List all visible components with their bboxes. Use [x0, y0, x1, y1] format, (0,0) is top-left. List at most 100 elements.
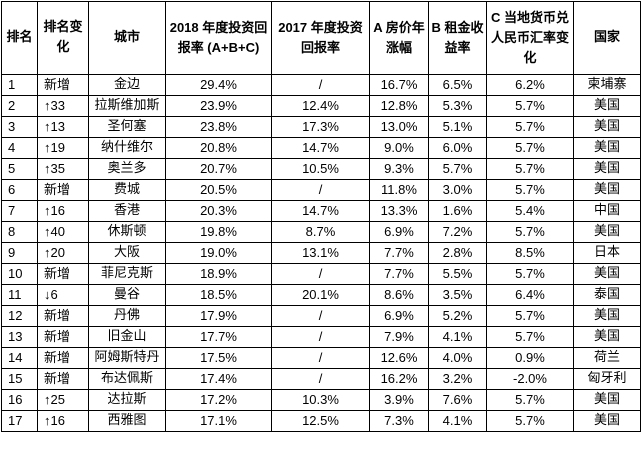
cell-rank: 17 [1, 410, 38, 432]
cell-house-price: 3.9% [369, 389, 429, 411]
cell-rank-change: 新增 [37, 305, 89, 327]
cell-city: 阿姆斯特丹 [88, 347, 166, 369]
cell-rank-change: ↑19 [37, 137, 89, 159]
cell-rent-yield: 6.0% [428, 137, 487, 159]
cell-rank: 9 [1, 242, 38, 264]
cell-rent-yield: 4.1% [428, 326, 487, 348]
table-row: 13 新增 旧金山 17.7%/7.9% 4.1% 5.7% 美国 [1, 326, 641, 348]
cell-roi-2017: 12.4% [271, 95, 370, 117]
cell-roi-2017: / [271, 368, 370, 390]
cell-roi-2018: 20.5% [165, 179, 272, 201]
cell-fx-change: 8.5% [486, 242, 574, 264]
cell-rent-yield: 5.5% [428, 263, 487, 285]
cell-roi-2018: 20.3% [165, 200, 272, 222]
cell-rent-yield: 6.5% [428, 74, 487, 96]
cell-house-price: 16.7% [369, 74, 429, 96]
cell-roi-2017: 12.5% [271, 410, 370, 432]
header-rank: 排名 [1, 1, 38, 75]
cell-rent-yield: 3.5% [428, 284, 487, 306]
header-country: 国家 [573, 1, 641, 75]
cell-city: 西雅图 [88, 410, 166, 432]
cell-city: 休斯顿 [88, 221, 166, 243]
cell-roi-2017: 10.3% [271, 389, 370, 411]
cell-house-price: 8.6% [369, 284, 429, 306]
cell-roi-2018: 17.1% [165, 410, 272, 432]
cell-roi-2018: 19.8% [165, 221, 272, 243]
cell-country: 美国 [573, 158, 641, 180]
table-row: 10 新增 菲尼克斯 18.9%/7.7% 5.5% 5.7% 美国 [1, 263, 641, 285]
table-row: 7 ↑16 香港 20.3% 14.7% 13.3% 1.6% 5.4% 中国 [1, 200, 641, 222]
cell-house-price: 7.7% [369, 242, 429, 264]
cell-rank: 11 [1, 284, 38, 306]
cell-rank: 13 [1, 326, 38, 348]
cell-city: 香港 [88, 200, 166, 222]
cell-rank: 8 [1, 221, 38, 243]
cell-rank-change: ↑16 [37, 200, 89, 222]
table-row: 9 ↑20 大阪 19.0% 13.1% 7.7% 2.8% 8.5% 日本 [1, 242, 641, 264]
cell-fx-change: 5.7% [486, 116, 574, 138]
cell-house-price: 7.7% [369, 263, 429, 285]
cell-country: 美国 [573, 410, 641, 432]
cell-house-price: 9.0% [369, 137, 429, 159]
header-row: 排名 排名变化 城市 2018 年度投资回报率 (A+B+C) 2017 年度投… [1, 1, 641, 75]
cell-rank: 15 [1, 368, 38, 390]
header-roi-2018: 2018 年度投资回报率 (A+B+C) [165, 1, 272, 75]
cell-house-price: 6.9% [369, 221, 429, 243]
cell-house-price: 7.3% [369, 410, 429, 432]
cell-rent-yield: 4.1% [428, 410, 487, 432]
cell-rank: 5 [1, 158, 38, 180]
cell-city: 菲尼克斯 [88, 263, 166, 285]
cell-rent-yield: 3.2% [428, 368, 487, 390]
cell-rank-change: 新增 [37, 74, 89, 96]
table-row: 6 新增 费城 20.5%/11.8% 3.0% 5.7% 美国 [1, 179, 641, 201]
cell-city: 金边 [88, 74, 166, 96]
table-row: 3 ↑13 圣何塞 23.8% 17.3% 13.0% 5.1% 5.7% 美国 [1, 116, 641, 138]
cell-fx-change: 5.7% [486, 326, 574, 348]
cell-rank-change: ↑40 [37, 221, 89, 243]
cell-rent-yield: 5.3% [428, 95, 487, 117]
cell-roi-2017: 8.7% [271, 221, 370, 243]
table-row: 2 ↑33 拉斯维加斯 23.9% 12.4% 12.8% 5.3% 5.7% 美国 [1, 95, 641, 117]
cell-roi-2018: 18.5% [165, 284, 272, 306]
cell-roi-2018: 23.9% [165, 95, 272, 117]
cell-country: 美国 [573, 221, 641, 243]
cell-city: 丹佛 [88, 305, 166, 327]
table-row: 17 ↑16 西雅图 17.1% 12.5% 7.3% 4.1% 5.7% 美国 [1, 410, 641, 432]
cell-city: 奥兰多 [88, 158, 166, 180]
cell-rent-yield: 3.0% [428, 179, 487, 201]
cell-rent-yield: 4.0% [428, 347, 487, 369]
cell-city: 旧金山 [88, 326, 166, 348]
cell-country: 美国 [573, 263, 641, 285]
cell-country: 美国 [573, 179, 641, 201]
cell-roi-2017: 17.3% [271, 116, 370, 138]
cell-roi-2018: 18.9% [165, 263, 272, 285]
header-fx-change: C 当地货币兑人民币汇率变化 [486, 1, 574, 75]
cell-fx-change: 5.7% [486, 221, 574, 243]
cell-house-price: 6.9% [369, 305, 429, 327]
cell-city: 纳什维尔 [88, 137, 166, 159]
cell-roi-2018: 17.4% [165, 368, 272, 390]
header-rank-change: 排名变化 [37, 1, 89, 75]
cell-fx-change: 5.7% [486, 158, 574, 180]
cell-rank-change: ↑35 [37, 158, 89, 180]
cell-rank-change: ↑33 [37, 95, 89, 117]
cell-roi-2018: 29.4% [165, 74, 272, 96]
cell-rank: 4 [1, 137, 38, 159]
cell-country: 美国 [573, 116, 641, 138]
cell-fx-change: 5.4% [486, 200, 574, 222]
cell-country: 美国 [573, 326, 641, 348]
table-row: 16 ↑25 达拉斯 17.2% 10.3% 3.9% 7.6% 5.7% 美国 [1, 389, 641, 411]
cell-city: 圣何塞 [88, 116, 166, 138]
cell-rent-yield: 5.2% [428, 305, 487, 327]
cell-fx-change: 5.7% [486, 137, 574, 159]
cell-country: 美国 [573, 95, 641, 117]
table-row: 1 新增 金边 29.4%/16.7% 6.5% 6.2% 柬埔寨 [1, 74, 641, 96]
cell-house-price: 12.6% [369, 347, 429, 369]
cell-country: 中国 [573, 200, 641, 222]
cell-fx-change: 5.7% [486, 263, 574, 285]
cell-country: 匈牙利 [573, 368, 641, 390]
cell-rank: 12 [1, 305, 38, 327]
cell-rent-yield: 5.7% [428, 158, 487, 180]
cell-rent-yield: 1.6% [428, 200, 487, 222]
cell-city: 大阪 [88, 242, 166, 264]
